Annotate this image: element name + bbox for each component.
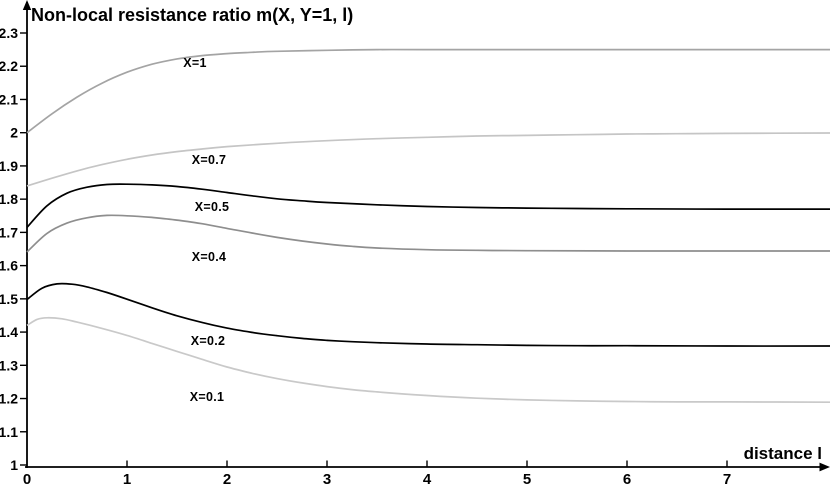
y-tick-label: 1.4 (0, 324, 18, 340)
curve-label-x-0-1: X=0.1 (190, 390, 225, 404)
x-tick-label: 6 (623, 471, 631, 488)
curve-x-0-4 (26, 214, 830, 253)
x-tick-label: 4 (423, 471, 432, 488)
y-tick-label: 2.2 (0, 58, 18, 74)
curve-label-x-0-7: X=0.7 (192, 153, 227, 167)
curve-label-x-0-2: X=0.2 (191, 334, 226, 348)
curves (26, 48, 830, 404)
curve-x-0-2 (26, 282, 830, 347)
curve-x-0-7 (26, 132, 830, 187)
curve-x-0-5 (26, 183, 830, 228)
y-tick-label: 1.1 (0, 424, 18, 440)
axis-ticks: 0 1 2 3 4 5 6 711.11.21.31.41.51.61.71.81.922.1… (0, 25, 731, 488)
y-tick-label: 1.2 (0, 391, 18, 407)
x-axis-arrow-icon (819, 462, 830, 472)
chart-title: Non-local resistance ratio m(X, Y=1, l) (31, 5, 353, 25)
x-tick-label: 7 (723, 471, 731, 488)
y-tick-label: 1.5 (0, 291, 18, 307)
curve-x-0-1 (26, 316, 830, 404)
x-tick-label: 1 (123, 471, 131, 488)
x-axis-title: distance l (744, 444, 822, 463)
curve-label-x-0-5: X=0.5 (195, 200, 230, 214)
y-axis-arrow-icon (22, 0, 32, 10)
x-tick-label: 3 (323, 471, 331, 488)
curve-label-x-0-4: X=0.4 (192, 250, 227, 264)
x-tick-label: 0 (23, 471, 31, 488)
curve-labels: X=1 X=0.7 X=0.5 X=0.4 X=0.2 X=0.1 (183, 56, 229, 404)
curve-label-x-1: X=1 (183, 56, 207, 70)
y-tick-label: 1.8 (0, 191, 18, 207)
y-tick-label: 1.9 (0, 158, 18, 174)
y-tick-label: 2.3 (0, 25, 18, 41)
y-tick-label: 1.3 (0, 357, 18, 373)
y-tick-label: 2.1 (0, 91, 18, 107)
y-tick-label: 1.6 (0, 258, 18, 274)
y-tick-label: 1.7 (0, 224, 18, 240)
x-tick-label: 5 (523, 471, 531, 488)
y-tick-label: 2 (10, 125, 18, 141)
x-tick-label: 2 (223, 471, 231, 488)
y-tick-label: 1 (10, 457, 18, 473)
curve-x-1 (26, 48, 830, 134)
